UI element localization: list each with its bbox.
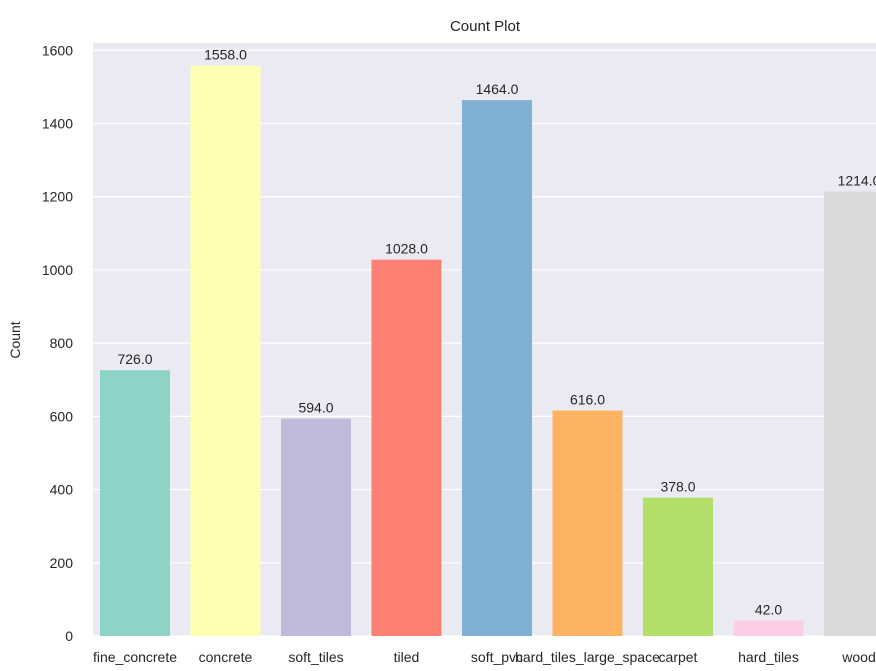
y-tick-label: 1400 [42,116,73,132]
y-tick-label: 0 [65,628,73,644]
x-tick-label: hard_tiles_large_space [515,649,660,665]
bar-tiled [371,259,442,636]
y-tick-label: 400 [50,482,74,498]
x-axis-ticks: fine_concrete concrete soft_tiles tiled soft… [93,649,876,665]
y-tick-label: 1000 [42,262,73,278]
x-tick-label: wood [841,649,875,665]
y-tick-label: 800 [50,335,74,351]
bar-value-label: 378.0 [660,479,695,495]
bar-value-label: 1214.0 [838,173,876,189]
bar-hard-tiles-large-space [552,410,623,636]
x-tick-label: carpet [659,649,698,665]
bar-hard-tiles [733,620,804,636]
bar-concrete [190,65,261,636]
data-labels: 726.0 1558.0 594.0 1028.0 1464.0 616.0 378.0 42… [117,47,876,618]
bars [100,65,876,637]
chart-title: Count Plot [450,18,521,35]
bar-value-label: 1558.0 [204,47,247,63]
bar-value-label: 42.0 [755,602,782,618]
bar-value-label: 616.0 [570,392,605,408]
x-tick-label: fine_concrete [93,649,177,665]
y-axis-label: Count [7,321,23,358]
y-tick-label: 200 [50,555,74,571]
x-tick-label: tiled [394,649,420,665]
bar-value-label: 726.0 [117,351,152,367]
y-tick-label: 600 [50,408,74,424]
bar-soft-pvc [462,100,532,637]
bar-value-label: 594.0 [298,400,333,416]
x-tick-label: soft_pvc [471,649,523,665]
y-tick-label: 1200 [42,189,73,205]
y-axis-ticks: 0 200 400 600 800 1000 1200 1400 1600 [42,42,73,644]
x-tick-label: soft_tiles [288,649,343,665]
bar-value-label: 1028.0 [385,241,428,257]
x-tick-label: hard_tiles [738,649,799,665]
bar-fine-concrete [100,370,170,636]
y-tick-label: 1600 [42,42,73,58]
x-tick-label: concrete [199,649,253,665]
bar-carpet [643,497,713,636]
bar-soft-tiles [281,418,351,636]
bar-value-label: 1464.0 [476,81,519,97]
bar-wood [824,191,876,637]
